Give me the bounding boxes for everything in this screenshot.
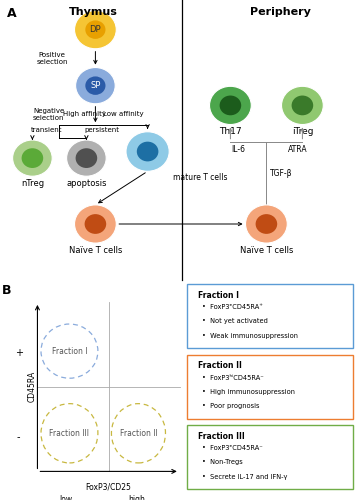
Ellipse shape [75, 205, 116, 243]
Text: low: low [59, 495, 72, 500]
Text: nTreg: nTreg [21, 179, 44, 188]
Ellipse shape [75, 10, 116, 49]
Text: Low affinity: Low affinity [103, 111, 144, 117]
Text: FoxP3/CD25: FoxP3/CD25 [86, 482, 131, 491]
Text: Fraction I: Fraction I [198, 291, 239, 300]
Text: •  FoxP3ᵉCD45RA⁺: • FoxP3ᵉCD45RA⁺ [202, 304, 262, 310]
FancyBboxPatch shape [187, 355, 353, 418]
Text: DP: DP [90, 25, 101, 34]
Text: •  FoxP3ᵉCD45RA⁻: • FoxP3ᵉCD45RA⁻ [202, 445, 262, 451]
Ellipse shape [85, 20, 105, 39]
Text: •  Secrete IL-17 and IFN-γ: • Secrete IL-17 and IFN-γ [202, 474, 287, 480]
Ellipse shape [85, 76, 105, 95]
Text: •  FoxP3ʰⁱCD45RA⁻: • FoxP3ʰⁱCD45RA⁻ [202, 374, 264, 380]
Text: IL-6: IL-6 [231, 145, 245, 154]
Text: Naïve T cells: Naïve T cells [240, 246, 293, 254]
Ellipse shape [22, 148, 43, 168]
Text: •  Weak immunosuppression: • Weak immunosuppression [202, 333, 298, 339]
Text: Periphery: Periphery [250, 7, 311, 17]
Text: High affinity: High affinity [63, 111, 106, 117]
Text: •  Not yet activated: • Not yet activated [202, 318, 267, 324]
Ellipse shape [126, 132, 169, 172]
Text: Naïve T cells: Naïve T cells [69, 246, 122, 254]
Text: Fraction II: Fraction II [198, 362, 242, 370]
Ellipse shape [13, 140, 52, 176]
Text: high: high [129, 495, 145, 500]
Ellipse shape [282, 86, 323, 124]
Text: apoptosis: apoptosis [66, 179, 107, 188]
Ellipse shape [76, 68, 115, 104]
Text: Positive
selection: Positive selection [36, 52, 68, 64]
Text: •  Poor prognosis: • Poor prognosis [202, 403, 259, 409]
Text: persistent: persistent [85, 128, 120, 134]
Text: CD45RA: CD45RA [27, 371, 36, 402]
Ellipse shape [220, 96, 241, 116]
Ellipse shape [210, 86, 251, 124]
Text: mature T cells: mature T cells [173, 173, 227, 182]
Text: •  High immunosuppression: • High immunosuppression [202, 389, 294, 395]
Text: +: + [15, 348, 23, 358]
FancyBboxPatch shape [187, 425, 353, 489]
Text: Thymus: Thymus [69, 7, 118, 17]
Text: iTreg: iTreg [292, 127, 313, 136]
Text: Negative
selection: Negative selection [33, 108, 64, 121]
Text: Th17: Th17 [219, 127, 242, 136]
Text: TGF-β: TGF-β [270, 169, 292, 178]
Text: Fraction II: Fraction II [120, 429, 157, 438]
Text: transient: transient [31, 128, 62, 134]
Text: Fraction III: Fraction III [49, 429, 89, 438]
Ellipse shape [246, 205, 287, 243]
FancyBboxPatch shape [187, 284, 353, 348]
Text: Fraction I: Fraction I [52, 346, 87, 356]
Text: A: A [7, 7, 17, 20]
Ellipse shape [67, 140, 106, 176]
Text: •  Non-Tregs: • Non-Tregs [202, 460, 242, 466]
Ellipse shape [85, 214, 106, 234]
Text: B: B [2, 284, 12, 298]
Text: ATRA: ATRA [288, 145, 308, 154]
Ellipse shape [256, 214, 277, 234]
Text: SP: SP [90, 81, 100, 90]
Text: -: - [17, 432, 21, 442]
Ellipse shape [137, 142, 158, 162]
Text: Fraction III: Fraction III [198, 432, 245, 441]
Ellipse shape [76, 148, 97, 168]
Ellipse shape [292, 96, 313, 116]
